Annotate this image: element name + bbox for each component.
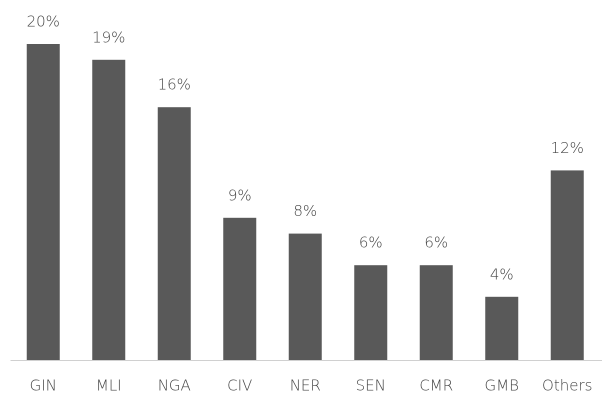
value-label: 9% [228,186,252,204]
value-label: 8% [293,202,317,220]
x-tick-label: GMB [485,377,519,395]
value-label: 6% [359,234,383,252]
value-label: 16% [158,76,191,94]
x-tick-label: Others [542,377,592,395]
x-tick-label: NER [290,377,321,395]
x-tick-label: CIV [227,377,252,395]
bar [419,265,453,360]
value-label: 20% [27,13,60,31]
x-tick-label: MLI [96,377,122,395]
value-label: 19% [92,28,125,46]
x-tick-label: CMR [419,377,453,395]
x-tick-label: NGA [158,377,191,395]
value-label: 6% [424,234,448,252]
bar [92,59,126,361]
value-label: 4% [490,265,514,283]
x-tick-label: SEN [356,377,386,395]
bar [223,217,257,360]
bar [550,170,584,360]
bar [26,44,60,360]
bar [354,265,388,360]
x-tick-label: GIN [30,377,57,395]
bar [157,107,191,360]
bar [485,296,519,360]
bar [288,233,322,360]
value-label: 12% [551,139,584,157]
